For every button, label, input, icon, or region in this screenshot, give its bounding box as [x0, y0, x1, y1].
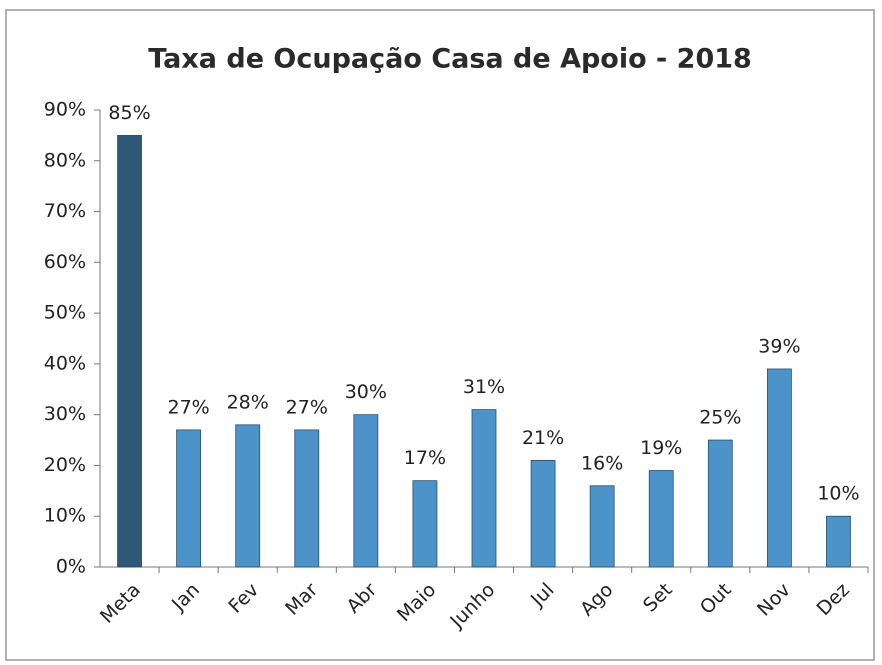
- data-label: 39%: [758, 335, 800, 357]
- bar: [648, 470, 674, 568]
- bar: [294, 429, 320, 568]
- data-label: 28%: [227, 391, 269, 413]
- data-label: 31%: [463, 376, 505, 398]
- bar: [176, 429, 202, 568]
- data-label: 17%: [404, 447, 446, 469]
- data-label: 19%: [640, 437, 682, 459]
- y-tick-label: 70%: [44, 200, 86, 222]
- data-label: 21%: [522, 427, 564, 449]
- y-tick-label: 60%: [44, 251, 86, 273]
- y-tick-label: 50%: [44, 302, 86, 324]
- y-tick-label: 20%: [44, 454, 86, 476]
- bar: [353, 414, 379, 568]
- bar: [826, 515, 851, 568]
- data-label: 27%: [286, 396, 328, 418]
- data-label: 85%: [108, 102, 150, 124]
- y-tick-label: 40%: [44, 352, 86, 374]
- chart-title: Taxa de Ocupação Casa de Apoio - 2018: [148, 44, 752, 75]
- bar: [117, 134, 142, 568]
- y-tick-label: 10%: [44, 505, 86, 527]
- bar: [766, 368, 792, 568]
- bar: [530, 459, 556, 568]
- data-label: 30%: [345, 381, 387, 403]
- bar: [471, 409, 497, 568]
- bar: [707, 439, 733, 568]
- y-tick-label: 30%: [44, 403, 86, 425]
- data-label: 16%: [581, 452, 623, 474]
- data-label: 27%: [167, 396, 209, 418]
- bar: [589, 485, 615, 568]
- data-label: 10%: [817, 483, 859, 505]
- y-tick-label: 0%: [56, 556, 86, 578]
- y-tick-label: 80%: [44, 149, 86, 171]
- bar: [412, 480, 438, 568]
- bar: [235, 424, 261, 568]
- y-tick-label: 90%: [44, 99, 86, 121]
- data-label: 25%: [699, 407, 741, 429]
